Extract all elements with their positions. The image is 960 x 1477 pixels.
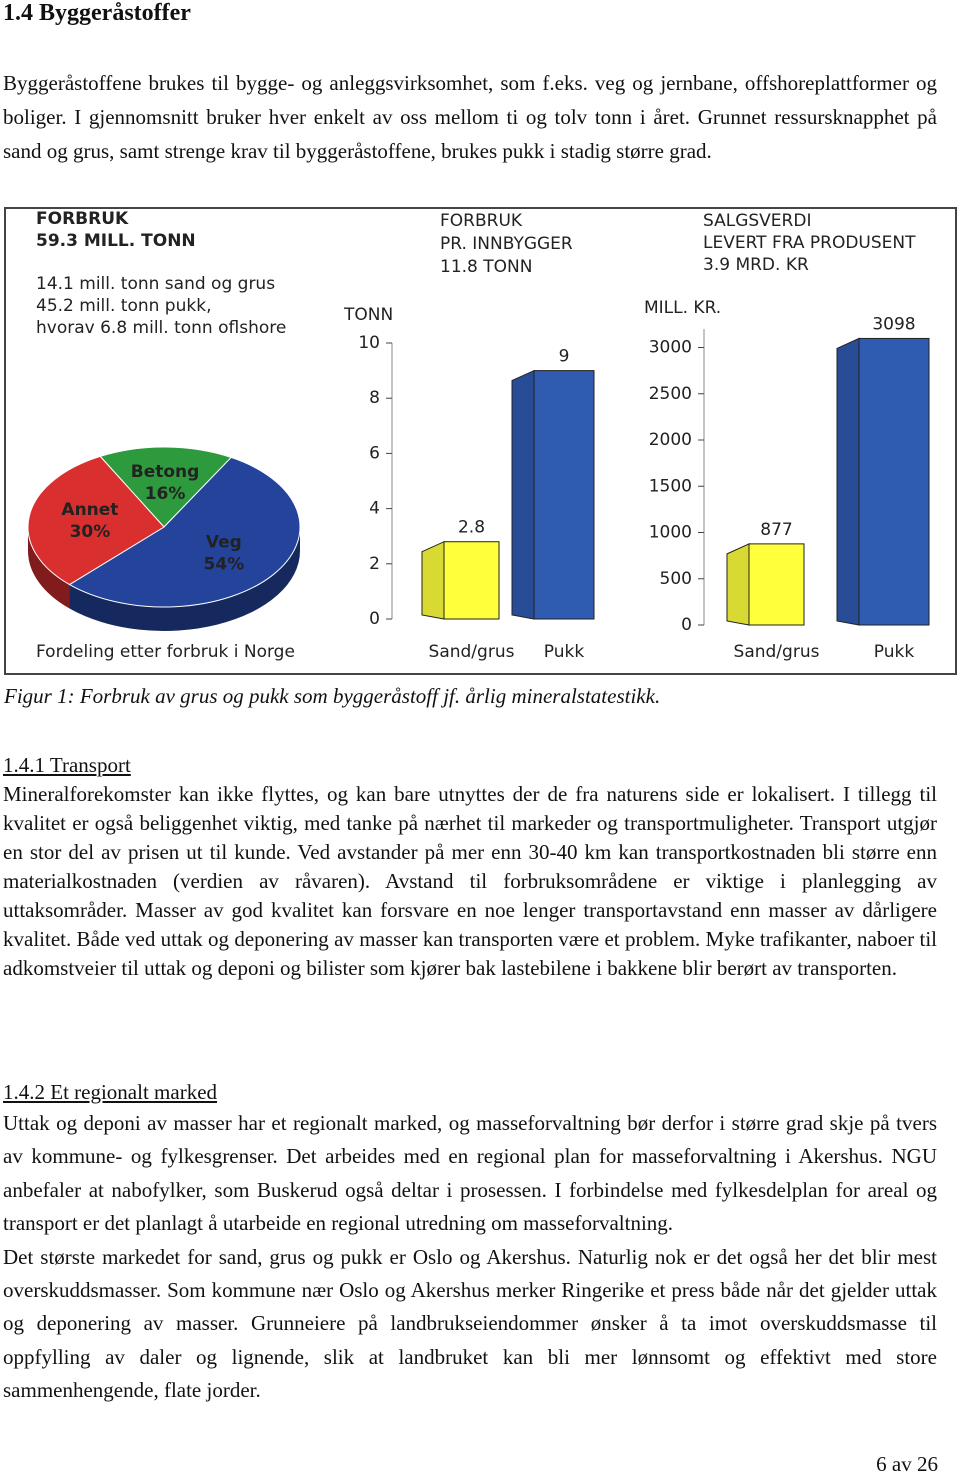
chart-title: 59.3 MILL. TONN [36, 231, 196, 251]
y-tick-label: 4 [369, 499, 380, 519]
y-tick-label: 6 [369, 443, 380, 463]
y-tick-label: 500 [660, 569, 692, 589]
y-tick-label: 1500 [649, 476, 692, 496]
chart-xlabel: Fordeling etter forbruk i Norge [36, 642, 295, 662]
x-tick-label: Sand/grus [429, 642, 515, 662]
chart-title: FORBRUK [36, 209, 129, 229]
page-number: 6 av 26 [876, 1452, 938, 1476]
section: 1.4.1 Transport Mineralforekomster kan i… [3, 750, 937, 983]
paragraph: Uttak og deponi av masser har et regiona… [3, 1111, 937, 1236]
chart-title: 3.9 MRD. KR [703, 255, 809, 275]
y-tick-label: 0 [369, 609, 380, 629]
slice-value: 30% [70, 522, 111, 542]
section-title: 1.4.1 Transport [3, 753, 131, 777]
section: 1.4.2 Et regionalt marked Uttak og depon… [3, 1077, 937, 1408]
bar [533, 370, 595, 620]
slice-label: Betong [131, 462, 200, 482]
pie-side [69, 527, 300, 631]
heading: 1.4 Byggeråstoffer [3, 0, 191, 26]
value-label: 9 [559, 347, 570, 367]
pie-slice [99, 446, 233, 528]
section-title: 1.4.2 Et regionalt marked [3, 1080, 218, 1104]
bar [443, 541, 500, 620]
chart-title: LEVERT FRA PRODUSENT [703, 233, 916, 253]
bar-side [421, 540, 445, 620]
chart-note: 14.1 mill. tonn sand og grus [36, 274, 275, 294]
chart-note: hvorav 6.8 mill. tonn oflshore [36, 318, 286, 338]
x-tick-label: Pukk [544, 642, 585, 662]
bar-side [836, 337, 860, 626]
intro: Byggeråstoffene brukes til bygge- og anl… [3, 71, 937, 163]
paragraph: Det største markedet for sand, grus og p… [3, 1244, 937, 1403]
bar-side [511, 369, 535, 620]
y-tick-label: 2000 [649, 430, 692, 450]
y-tick-label: 0 [681, 615, 692, 635]
y-tick-label: 3000 [649, 338, 692, 358]
chart-title: SALGSVERDI [703, 211, 811, 231]
y-tick-label: 2 [369, 554, 380, 574]
x-tick-label: Sand/grus [734, 642, 820, 662]
chart-title: FORBRUK [440, 211, 523, 231]
slice-label: Veg [206, 532, 242, 552]
bar [748, 543, 805, 626]
slice-label: Annet [61, 500, 118, 520]
y-axis-label: TONN [343, 305, 393, 325]
y-tick-label: 10 [358, 333, 380, 353]
slice-value: 54% [204, 554, 245, 574]
paragraph: Mineralforekomster kan ikke flyttes, og … [3, 782, 937, 980]
y-tick-label: 8 [369, 388, 380, 408]
value-label: 877 [760, 520, 792, 540]
bar-side [726, 543, 750, 626]
x-tick-label: Pukk [874, 642, 915, 662]
pie-side [28, 527, 70, 609]
pie-slice [27, 455, 165, 586]
bar [858, 337, 930, 626]
value-label: 2.8 [458, 518, 485, 538]
chart-title: 11.8 TONN [440, 257, 532, 277]
pie-slice [68, 456, 301, 608]
chart-note: 45.2 mill. tonn pukk, [36, 296, 211, 316]
value-label: 3098 [872, 314, 915, 334]
y-axis-label: MILL. KR. [644, 298, 721, 318]
y-tick-label: 1000 [649, 523, 692, 543]
y-tick-label: 2500 [649, 384, 692, 404]
chart-title: PR. INNBYGGER [440, 234, 573, 254]
slice-value: 16% [145, 484, 186, 504]
caption: Figur 1: Forbruk av grus og pukk som byg… [4, 684, 661, 708]
